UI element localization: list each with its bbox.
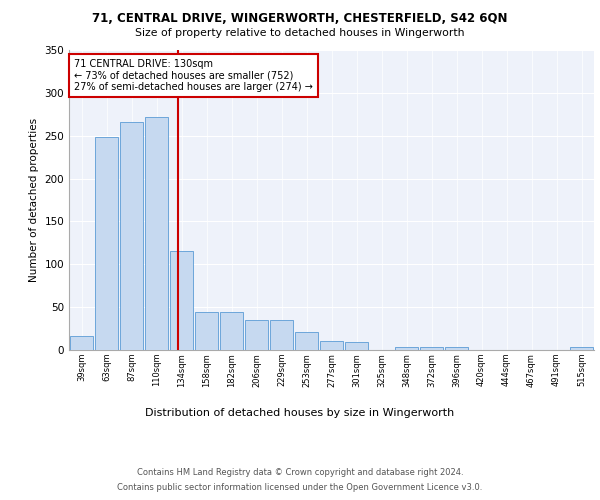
- Bar: [320, 342, 343, 350]
- Y-axis label: Number of detached properties: Number of detached properties: [29, 118, 39, 282]
- Bar: [145, 117, 169, 350]
- Bar: [245, 320, 268, 350]
- Bar: [170, 252, 193, 350]
- Bar: [395, 346, 418, 350]
- Bar: [419, 346, 443, 350]
- Bar: [220, 312, 244, 350]
- Bar: [119, 122, 143, 350]
- Text: Contains HM Land Registry data © Crown copyright and database right 2024.: Contains HM Land Registry data © Crown c…: [137, 468, 463, 477]
- Bar: [70, 336, 94, 350]
- Text: Size of property relative to detached houses in Wingerworth: Size of property relative to detached ho…: [135, 28, 465, 38]
- Bar: [295, 332, 319, 350]
- Text: 71, CENTRAL DRIVE, WINGERWORTH, CHESTERFIELD, S42 6QN: 71, CENTRAL DRIVE, WINGERWORTH, CHESTERF…: [92, 12, 508, 26]
- Bar: [95, 136, 118, 350]
- Bar: [445, 348, 469, 350]
- Bar: [194, 312, 218, 350]
- Bar: [344, 342, 368, 350]
- Bar: [569, 348, 593, 350]
- Bar: [269, 320, 293, 350]
- Text: Distribution of detached houses by size in Wingerworth: Distribution of detached houses by size …: [145, 408, 455, 418]
- Text: 71 CENTRAL DRIVE: 130sqm
← 73% of detached houses are smaller (752)
27% of semi-: 71 CENTRAL DRIVE: 130sqm ← 73% of detach…: [74, 59, 313, 92]
- Text: Contains public sector information licensed under the Open Government Licence v3: Contains public sector information licen…: [118, 483, 482, 492]
